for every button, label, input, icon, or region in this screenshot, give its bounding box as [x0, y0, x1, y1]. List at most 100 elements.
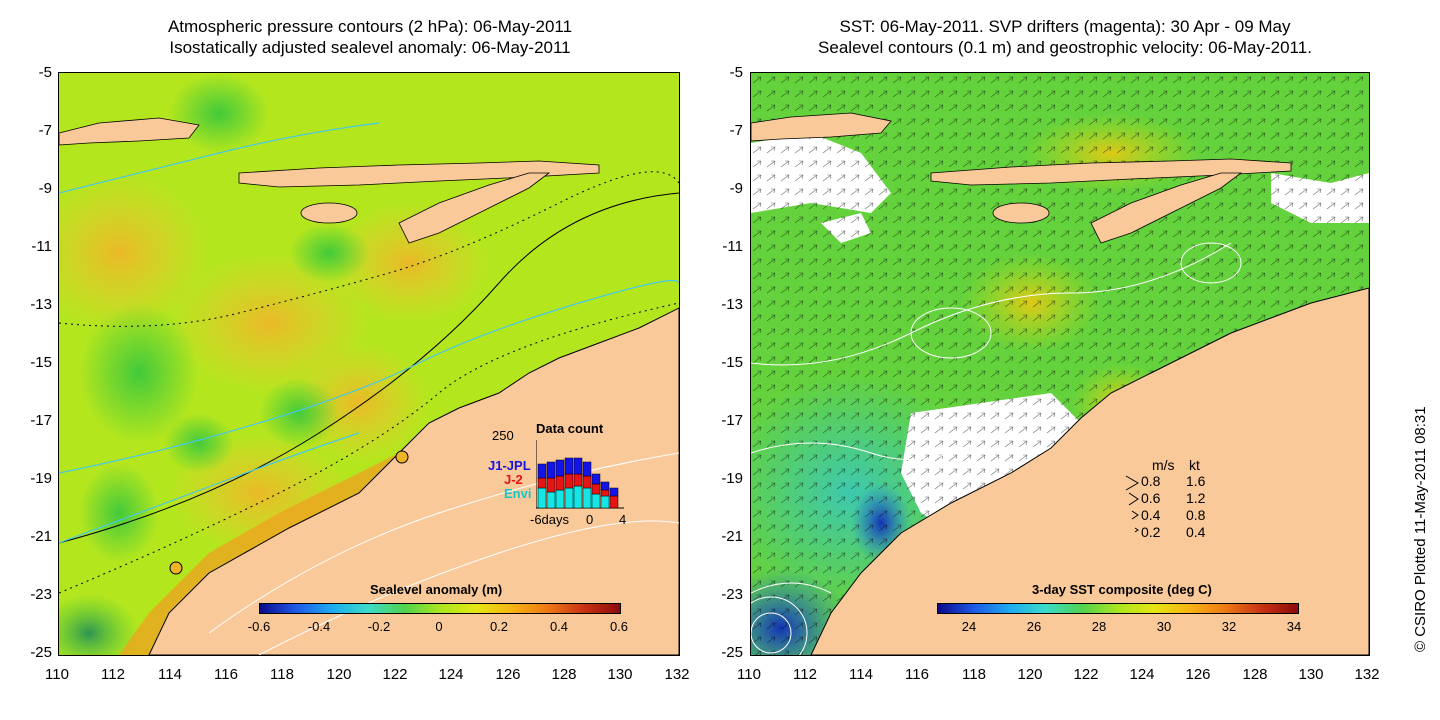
legend-row-ms: 0.4	[1141, 507, 1161, 523]
legend-arrow	[1125, 475, 1139, 491]
bar-stack	[555, 459, 565, 509]
lon-tick: 116	[905, 666, 929, 683]
lat-tick: -17	[721, 412, 743, 429]
lon-tick: 132	[1354, 666, 1380, 683]
lon-tick: 122	[382, 666, 408, 683]
lon-tick: 126	[495, 666, 521, 683]
legend-row-kt: 1.2	[1186, 490, 1206, 506]
anomaly-blob	[79, 303, 199, 443]
bar-j1	[609, 487, 619, 497]
legend-row-kt: 0.8	[1186, 507, 1206, 523]
left-cbar-tick: -0.6	[247, 619, 271, 634]
lat-tick: -11	[31, 238, 52, 255]
legend-row-kt: 1.6	[1186, 473, 1206, 489]
right-cbar-tick: 26	[1026, 619, 1042, 634]
lon-tick: 120	[1017, 666, 1043, 683]
legend-row-ms: 0.2	[1141, 524, 1161, 540]
csiro-plot-stamp: © CSIRO Plotted 11-May-2011 08:31	[1412, 406, 1429, 652]
lon-tick: 114	[158, 666, 182, 683]
anomaly-blob	[289, 223, 369, 283]
lat-tick: -23	[721, 586, 743, 603]
legend-header-kt: kt	[1189, 457, 1200, 473]
data-count-bars	[536, 440, 624, 509]
australia-land	[810, 287, 1369, 655]
land-sealevel-contour	[258, 520, 679, 655]
lon-tick: 118	[270, 666, 294, 683]
legend-arrow	[1134, 527, 1139, 533]
lat-tick: -5	[729, 64, 743, 81]
left-colorbar-gradient	[260, 604, 620, 613]
left-cbar-tick: 0.6	[609, 619, 629, 634]
right-title-line2: Sealevel contours (0.1 m) and geostrophi…	[818, 38, 1312, 57]
tide-gauge-marker[interactable]	[169, 561, 183, 575]
island-chain-north	[59, 117, 200, 146]
bar-j1	[573, 457, 583, 475]
lat-tick: -9	[729, 180, 743, 197]
legend-arrows	[1125, 475, 1139, 533]
bar-j1	[546, 461, 556, 479]
data-count-title: Data count	[536, 421, 604, 436]
lon-tick: 112	[793, 666, 817, 683]
lon-tick: 126	[1185, 666, 1211, 683]
right-cbar-tick: 34	[1286, 619, 1302, 634]
left-cbar-tick: -0.2	[367, 619, 391, 634]
sealevel-contour	[751, 612, 792, 654]
bathymetry-contour	[59, 279, 679, 474]
left-cbar-tick: -0.4	[307, 619, 331, 634]
lon-tick: 114	[849, 666, 873, 683]
data-count-max: 250	[492, 428, 514, 443]
sealevel-anomaly-map-svg	[59, 73, 679, 655]
land-sealevel-contour	[208, 452, 679, 634]
legend-row-kt: 0.4	[1186, 524, 1206, 540]
tide-gauge-marker[interactable]	[395, 450, 409, 464]
lon-tick: 130	[607, 666, 633, 683]
sealevel-contour	[751, 432, 992, 461]
sealevel-contour	[751, 582, 832, 594]
timor-island	[1090, 172, 1243, 244]
lat-tick: -17	[30, 412, 52, 429]
left-title-line2: Isostatically adjusted sealevel anomaly:…	[169, 38, 571, 57]
anomaly-blob	[329, 203, 489, 323]
bar-envi	[573, 485, 583, 509]
anomaly-blob	[164, 413, 234, 473]
bar-stack	[546, 461, 556, 509]
lon-tick: 122	[1073, 666, 1099, 683]
bar-j2	[609, 495, 619, 509]
right-colorbar	[937, 603, 1299, 614]
legend-arrow	[1131, 510, 1139, 520]
lat-tick: -13	[30, 296, 52, 313]
bar-stack	[573, 457, 583, 509]
lat-tick: -21	[721, 528, 743, 545]
bar-envi	[537, 487, 547, 509]
anomaly-blob	[59, 593, 139, 655]
legend-row-ms: 0.6	[1141, 490, 1161, 506]
island-chain-east	[930, 158, 1292, 186]
bar-j1	[564, 457, 574, 475]
bar-envi	[600, 495, 610, 509]
series-label-envi: Envi	[504, 486, 532, 501]
bar-j2	[564, 473, 574, 489]
data-count-xlabel: 4	[619, 512, 627, 527]
left-cbar-tick: 0	[435, 619, 443, 634]
bar-j2	[600, 489, 610, 497]
lat-tick: -19	[721, 470, 743, 487]
lat-tick: -19	[30, 470, 52, 487]
sumba-island	[300, 202, 358, 224]
bar-j2	[555, 475, 565, 491]
bar-j2	[582, 475, 592, 489]
lon-tick: 110	[737, 666, 761, 683]
lat-tick: -11	[722, 238, 743, 255]
anomaly-blob	[169, 73, 269, 153]
lon-tick: 112	[101, 666, 125, 683]
lat-tick: -23	[30, 586, 52, 603]
lon-tick: 116	[214, 666, 238, 683]
australia-land	[148, 307, 679, 655]
lat-tick: -25	[721, 644, 743, 661]
sumba-island	[992, 202, 1050, 224]
bathymetry-contour	[59, 122, 380, 194]
lat-tick: -5	[38, 64, 52, 81]
lat-tick: -13	[721, 296, 743, 313]
right-cbar-tick: 32	[1221, 619, 1237, 634]
lon-tick: 128	[1242, 666, 1268, 683]
bar-stack	[591, 473, 601, 509]
